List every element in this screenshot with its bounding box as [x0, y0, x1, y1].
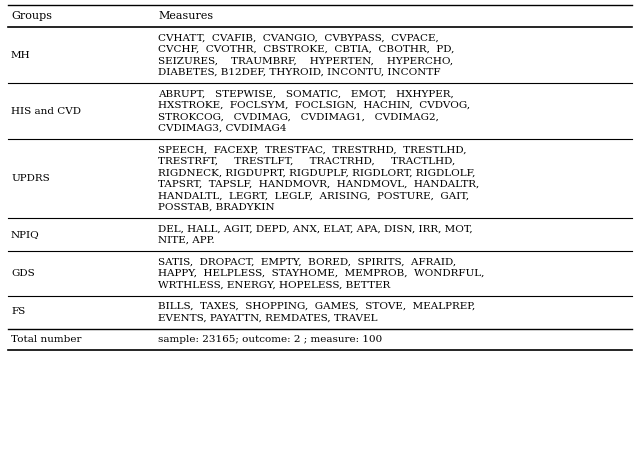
Text: Groups: Groups [11, 11, 52, 21]
Text: SEIZURES,    TRAUMBRF,    HYPERTEN,    HYPERCHO,: SEIZURES, TRAUMBRF, HYPERTEN, HYPERCHO, [158, 56, 453, 65]
Text: FS: FS [11, 307, 25, 316]
Text: CVDIMAG3, CVDIMAG4: CVDIMAG3, CVDIMAG4 [158, 124, 287, 133]
Text: TAPSRT,  TAPSLF,  HANDMOVR,  HANDMOVL,  HANDALTR,: TAPSRT, TAPSLF, HANDMOVR, HANDMOVL, HAND… [158, 180, 479, 189]
Text: DIABETES, B12DEF, THYROID, INCONTU, INCONTF: DIABETES, B12DEF, THYROID, INCONTU, INCO… [158, 68, 440, 77]
Text: Measures: Measures [158, 11, 213, 21]
Text: UPDRS: UPDRS [11, 174, 50, 183]
Text: POSSTAB, BRADYKIN: POSSTAB, BRADYKIN [158, 203, 275, 212]
Text: MH: MH [11, 50, 31, 59]
Text: BILLS,  TAXES,  SHOPPING,  GAMES,  STOVE,  MEALPREP,: BILLS, TAXES, SHOPPING, GAMES, STOVE, ME… [158, 302, 476, 311]
Text: HAPPY,  HELPLESS,  STAYHOME,  MEMPROB,  WONDRFUL,: HAPPY, HELPLESS, STAYHOME, MEMPROB, WOND… [158, 269, 484, 278]
Text: NPIQ: NPIQ [11, 230, 40, 239]
Text: HIS and CVD: HIS and CVD [11, 106, 81, 115]
Text: HXSTROKE,  FOCLSYM,  FOCLSIGN,  HACHIN,  CVDVOG,: HXSTROKE, FOCLSYM, FOCLSIGN, HACHIN, CVD… [158, 101, 470, 110]
Text: EVENTS, PAYATTN, REMDATES, TRAVEL: EVENTS, PAYATTN, REMDATES, TRAVEL [158, 313, 378, 322]
Text: CVCHF,  CVOTHR,  CBSTROKE,  CBTIA,  CBOTHR,  PD,: CVCHF, CVOTHR, CBSTROKE, CBTIA, CBOTHR, … [158, 45, 454, 54]
Text: ABRUPT,   STEPWISE,   SOMATIC,   EMOT,   HXHYPER,: ABRUPT, STEPWISE, SOMATIC, EMOT, HXHYPER… [158, 89, 454, 98]
Text: TRESTRFT,     TRESTLFT,     TRACTRHD,     TRACTLHD,: TRESTRFT, TRESTLFT, TRACTRHD, TRACTLHD, [158, 157, 455, 166]
Text: STROKCOG,   CVDIMAG,   CVDIMAG1,   CVDIMAG2,: STROKCOG, CVDIMAG, CVDIMAG1, CVDIMAG2, [158, 112, 439, 121]
Text: SPEECH,  FACEXP,  TRESTFAC,  TRESTRHD,  TRESTLHD,: SPEECH, FACEXP, TRESTFAC, TRESTRHD, TRES… [158, 145, 467, 154]
Text: RIGDNECK, RIGDUPRT, RIGDUPLF, RIGDLORT, RIGDLOLF,: RIGDNECK, RIGDUPRT, RIGDUPLF, RIGDLORT, … [158, 168, 476, 177]
Text: DEL, HALL, AGIT, DEPD, ANX, ELAT, APA, DISN, IRR, MOT,: DEL, HALL, AGIT, DEPD, ANX, ELAT, APA, D… [158, 224, 472, 233]
Text: GDS: GDS [11, 269, 35, 278]
Text: CVHATT,  CVAFIB,  CVANGIO,  CVBYPASS,  CVPACE,: CVHATT, CVAFIB, CVANGIO, CVBYPASS, CVPAC… [158, 33, 439, 42]
Text: SATIS,  DROPACT,  EMPTY,  BORED,  SPIRITS,  AFRAID,: SATIS, DROPACT, EMPTY, BORED, SPIRITS, A… [158, 257, 456, 266]
Text: sample: 23165; outcome: 2 ; measure: 100: sample: 23165; outcome: 2 ; measure: 100 [158, 335, 382, 344]
Text: NITE, APP.: NITE, APP. [158, 236, 214, 245]
Text: WRTHLESS, ENERGY, HOPELESS, BETTER: WRTHLESS, ENERGY, HOPELESS, BETTER [158, 280, 390, 289]
Text: HANDALTL,  LEGRT,  LEGLF,  ARISING,  POSTURE,  GAIT,: HANDALTL, LEGRT, LEGLF, ARISING, POSTURE… [158, 191, 469, 200]
Text: Total number: Total number [11, 335, 81, 344]
